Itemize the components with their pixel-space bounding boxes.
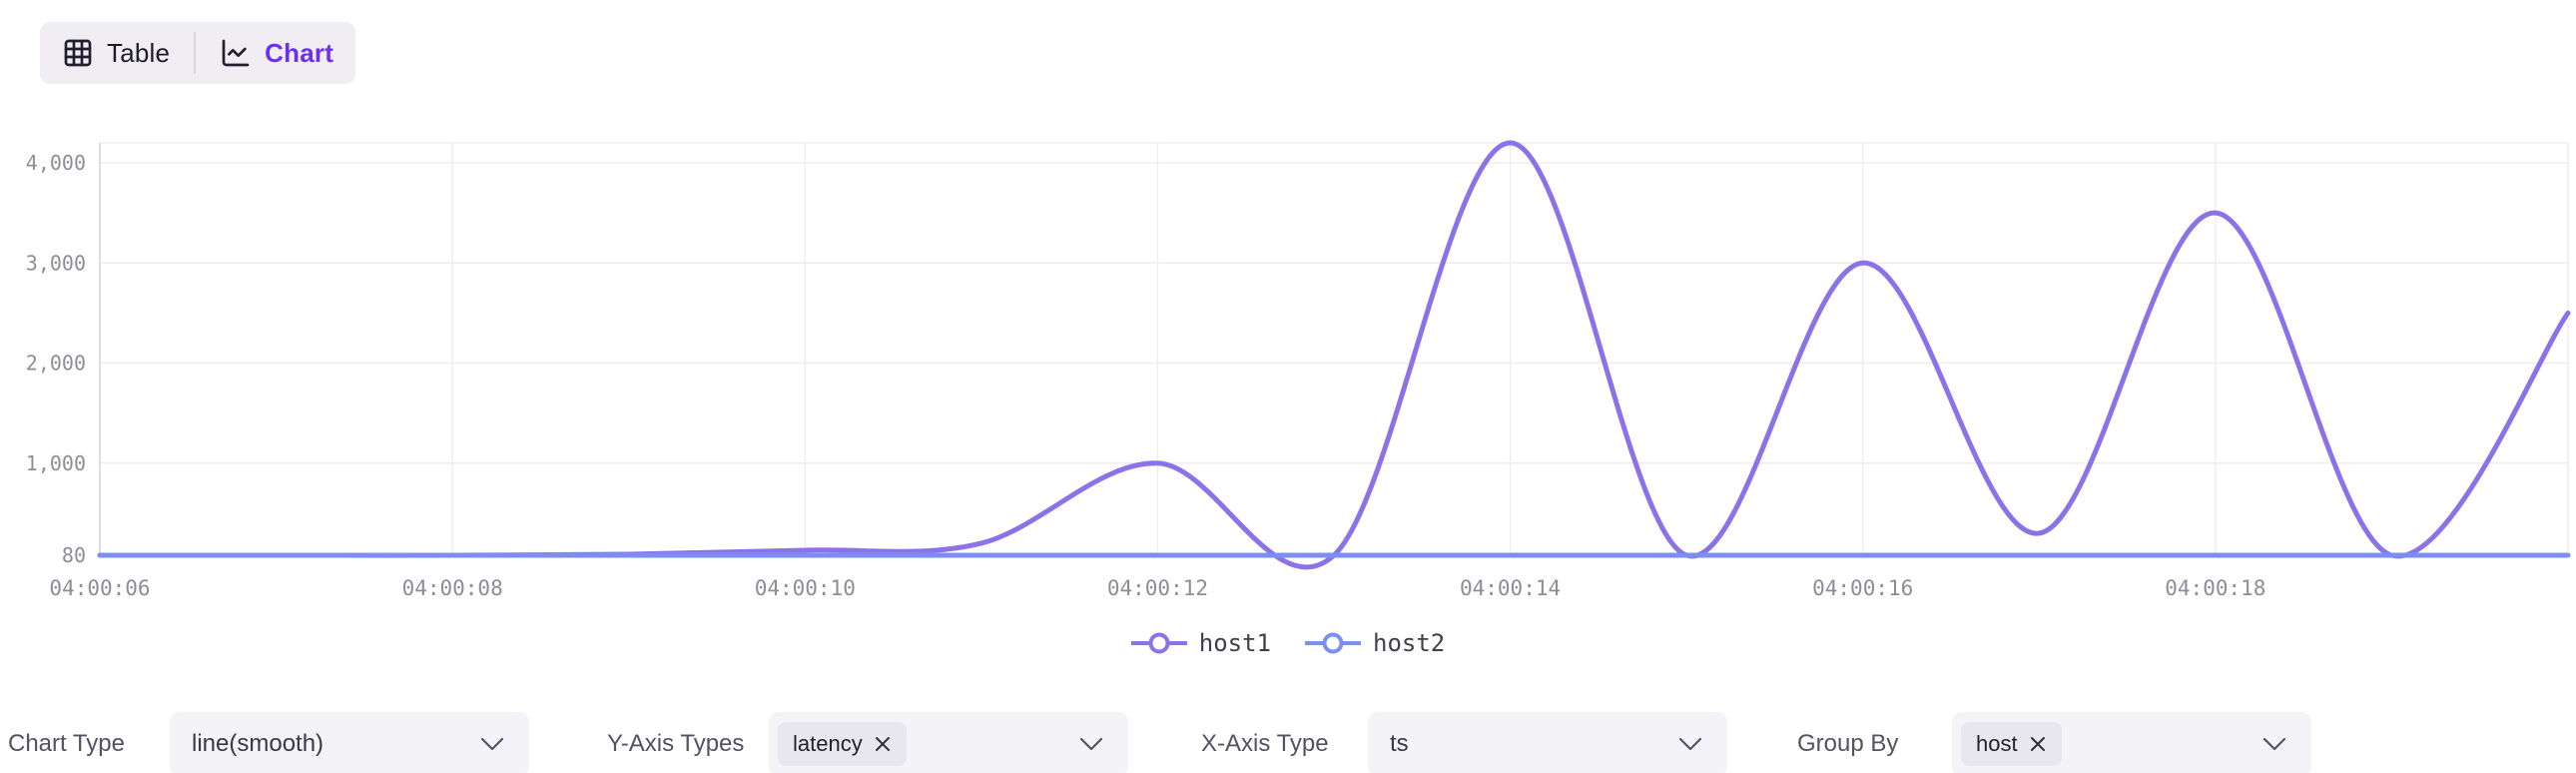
chevron-down-icon bbox=[1679, 738, 1701, 751]
legend-item-host2[interactable]: host2 bbox=[1305, 629, 1445, 657]
chart-view-label: Chart bbox=[265, 37, 334, 68]
chevron-down-icon bbox=[2263, 738, 2285, 751]
x-axis-type-label: X-Axis Type bbox=[1201, 730, 1329, 757]
chart-legend: host1 host2 bbox=[0, 619, 2576, 667]
view-toggle: Table Chart bbox=[40, 22, 356, 84]
series-line-host1[interactable] bbox=[97, 140, 2571, 570]
table-icon bbox=[64, 39, 92, 67]
svg-text:04:00:08: 04:00:08 bbox=[402, 576, 503, 600]
x-axis-type-select[interactable]: ts bbox=[1368, 712, 1727, 773]
toggle-divider bbox=[194, 32, 197, 74]
y-axis-tag-latency: latency bbox=[778, 722, 907, 766]
svg-text:04:00:14: 04:00:14 bbox=[1460, 576, 1561, 600]
chevron-down-icon bbox=[1080, 738, 1102, 751]
svg-text:80: 80 bbox=[62, 543, 86, 567]
chart-type-select[interactable]: line(smooth) bbox=[170, 712, 529, 773]
chart-type-label: Chart Type bbox=[8, 730, 125, 757]
svg-text:3,000: 3,000 bbox=[26, 251, 86, 275]
svg-text:04:00:10: 04:00:10 bbox=[755, 576, 856, 600]
y-axis-types-select[interactable]: latency bbox=[769, 712, 1128, 773]
chart-view-button[interactable]: Chart bbox=[220, 37, 333, 69]
svg-text:04:00:18: 04:00:18 bbox=[2165, 576, 2265, 600]
remove-tag-icon[interactable] bbox=[2029, 735, 2047, 753]
legend-label: host1 bbox=[1198, 629, 1271, 657]
tag-label: latency bbox=[793, 731, 863, 756]
svg-text:2,000: 2,000 bbox=[26, 352, 86, 376]
table-view-button[interactable]: Table bbox=[62, 37, 170, 69]
x-axis-type-value: ts bbox=[1390, 730, 1409, 757]
group-by-tag-host: host bbox=[1961, 722, 2062, 766]
group-by-label: Group By bbox=[1797, 730, 1899, 757]
series-marker-icon bbox=[1305, 632, 1361, 654]
line-chart-icon bbox=[222, 39, 250, 67]
y-axis-types-label: Y-Axis Types bbox=[607, 730, 745, 757]
group-by-select[interactable]: host bbox=[1952, 712, 2311, 773]
svg-text:1,000: 1,000 bbox=[26, 451, 86, 475]
chevron-down-icon bbox=[481, 738, 503, 751]
legend-item-host1[interactable]: host1 bbox=[1130, 629, 1271, 657]
table-view-label: Table bbox=[107, 37, 171, 68]
svg-text:04:00:06: 04:00:06 bbox=[49, 576, 150, 600]
series-marker-icon bbox=[1130, 632, 1187, 654]
chart-controls: Chart Type line(smooth) Y-Axis Types lat… bbox=[0, 712, 2576, 773]
svg-text:04:00:12: 04:00:12 bbox=[1107, 576, 1208, 600]
svg-text:4,000: 4,000 bbox=[26, 151, 86, 175]
remove-tag-icon[interactable] bbox=[874, 735, 892, 753]
tag-label: host bbox=[1976, 731, 2018, 756]
chart-type-value: line(smooth) bbox=[192, 730, 324, 757]
legend-label: host2 bbox=[1373, 629, 1446, 657]
svg-text:04:00:16: 04:00:16 bbox=[1812, 576, 1913, 600]
